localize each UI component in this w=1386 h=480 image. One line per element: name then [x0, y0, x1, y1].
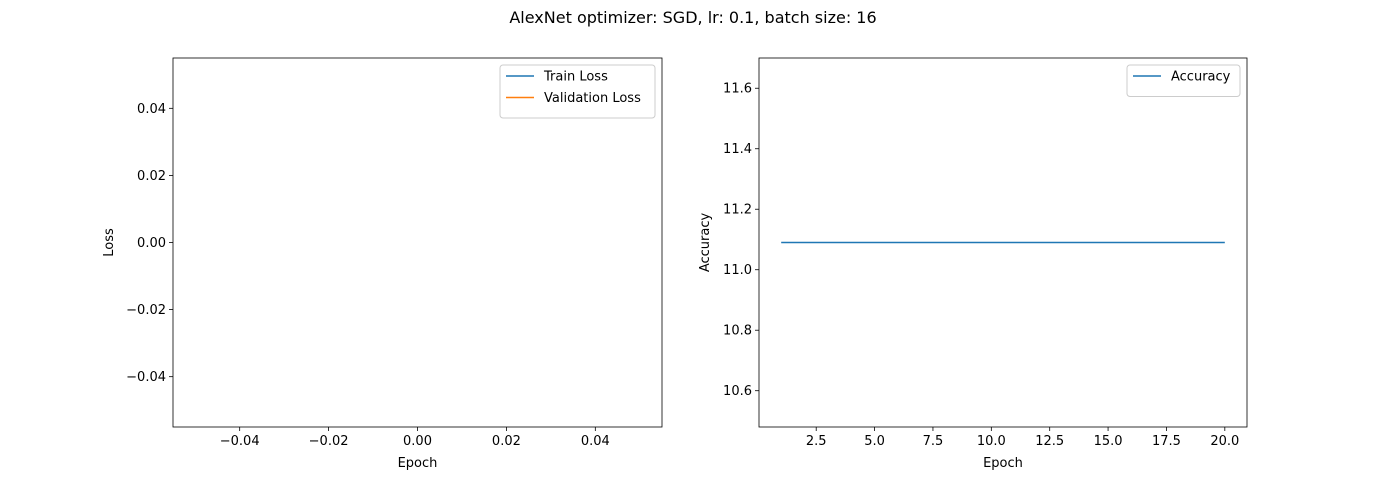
accuracy-x-tick-label: 10.0	[977, 434, 1006, 449]
accuracy-y-tick-label: 10.8	[723, 324, 752, 339]
accuracy-plot: 2.5 5.0 7.5 10.0 12.5 15.0 17.5 20.0 10.6 10.8 11…	[698, 57, 1248, 471]
accuracy-x-tick-label: 2.5	[806, 434, 827, 449]
accuracy-y-tick-label: 11.4	[723, 142, 752, 157]
loss-legend: Train Loss Validation Loss	[499, 64, 656, 119]
accuracy-y-ticks: 10.6 10.8 11.0 11.2 11.4 11.6	[723, 82, 759, 399]
loss-plot-area	[173, 58, 662, 427]
accuracy-x-tick-label: 5.0	[864, 434, 885, 449]
accuracy-y-axis-label: Accuracy	[698, 213, 713, 273]
loss-y-tick-label: −0.04	[126, 370, 166, 385]
accuracy-y-tick-label: 11.0	[723, 263, 752, 278]
accuracy-y-tick-label: 10.6	[723, 384, 752, 399]
loss-x-tick-label: −0.02	[309, 434, 349, 449]
accuracy-x-tick-label: 7.5	[923, 434, 944, 449]
accuracy-x-ticks: 2.5 5.0 7.5 10.0 12.5 15.0 17.5 20.0	[806, 427, 1239, 449]
loss-y-ticks: −0.04 −0.02 0.00 0.02 0.04	[126, 102, 173, 385]
accuracy-x-tick-label: 12.5	[1035, 434, 1064, 449]
accuracy-y-tick-label: 11.2	[723, 203, 752, 218]
loss-y-tick-label: 0.00	[137, 236, 166, 251]
loss-y-tick-label: −0.02	[126, 303, 166, 318]
loss-plot: −0.04 −0.02 0.00 0.02 0.04 −0.04 −0.02 0.00 0.0…	[102, 57, 663, 471]
loss-x-tick-label: 0.04	[581, 434, 610, 449]
loss-x-ticks: −0.04 −0.02 0.00 0.02 0.04	[220, 427, 610, 449]
accuracy-x-tick-label: 20.0	[1210, 434, 1239, 449]
accuracy-x-tick-label: 17.5	[1152, 434, 1181, 449]
accuracy-legend: Accuracy	[1126, 64, 1241, 97]
loss-legend-label-0: Train Loss	[543, 70, 608, 85]
loss-x-axis-label: Epoch	[398, 456, 438, 471]
accuracy-y-tick-label: 11.6	[723, 82, 752, 97]
loss-y-tick-label: 0.04	[137, 102, 166, 117]
loss-x-tick-label: 0.02	[492, 434, 521, 449]
loss-legend-box	[499, 64, 656, 119]
loss-legend-label-1: Validation Loss	[544, 91, 641, 106]
accuracy-x-axis-label: Epoch	[983, 456, 1023, 471]
figure-title: AlexNet optimizer: SGD, lr: 0.1, batch s…	[509, 8, 876, 27]
accuracy-x-tick-label: 15.0	[1094, 434, 1123, 449]
loss-y-axis-label: Loss	[102, 228, 117, 257]
accuracy-plot-frame	[758, 57, 1248, 428]
accuracy-legend-box	[1126, 64, 1241, 97]
loss-x-tick-label: 0.00	[403, 434, 432, 449]
loss-y-tick-label: 0.02	[137, 169, 166, 184]
loss-x-tick-label: −0.04	[220, 434, 260, 449]
accuracy-legend-label-0: Accuracy	[1171, 70, 1231, 85]
